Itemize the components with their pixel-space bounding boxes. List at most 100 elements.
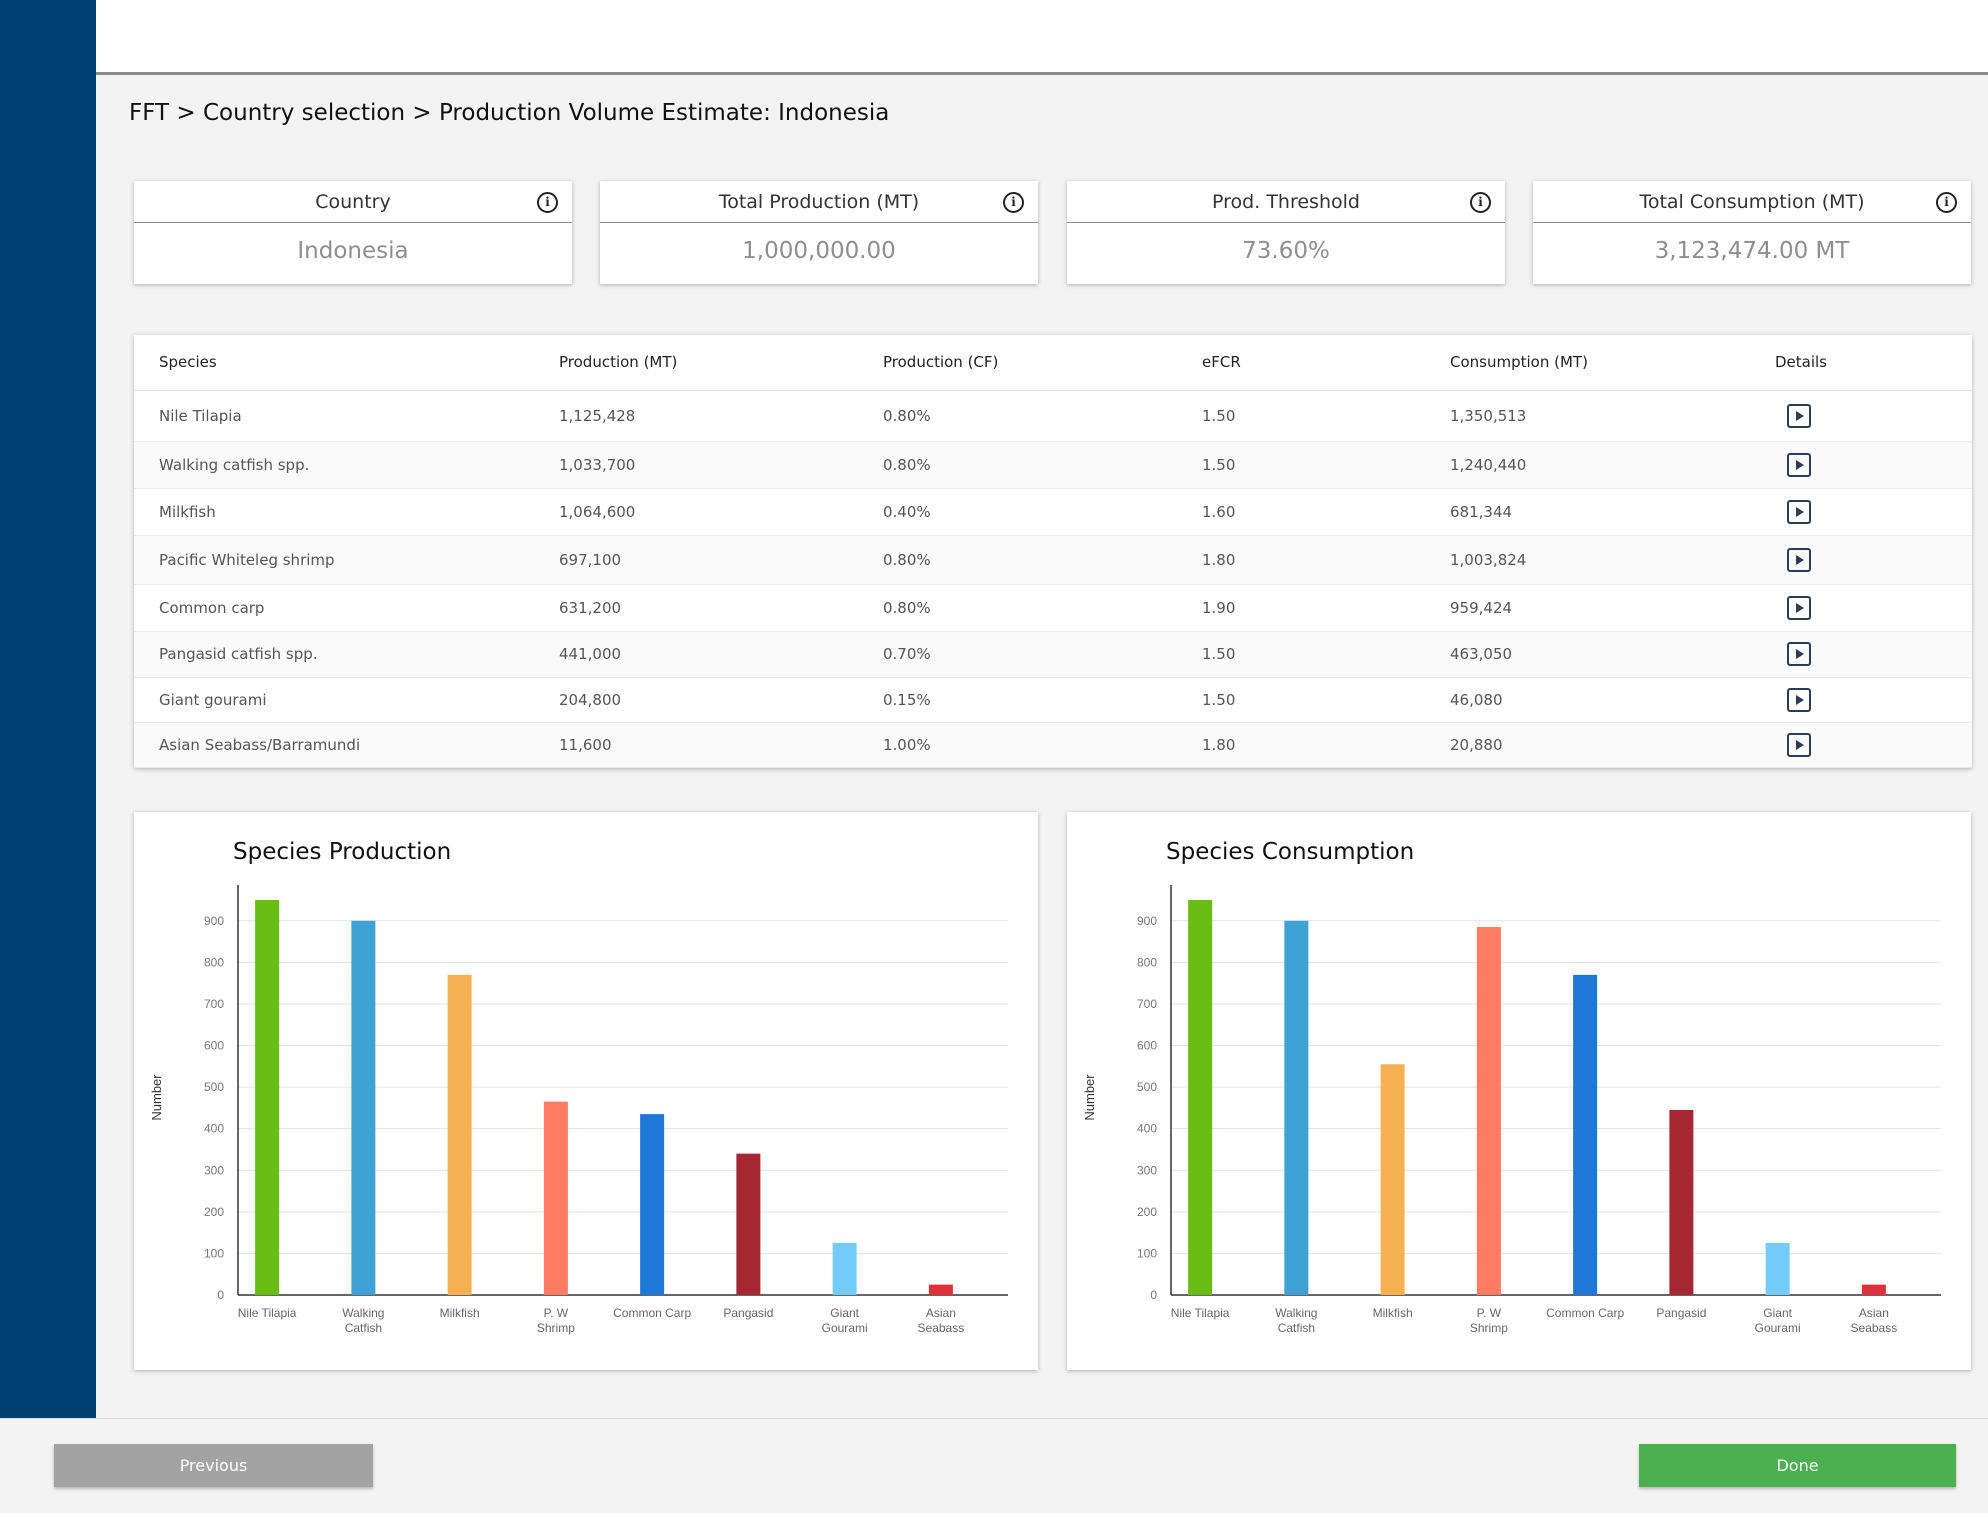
bar[interactable] bbox=[832, 1243, 857, 1295]
cell-production: 204,800 bbox=[534, 677, 858, 723]
table-row: Pacific Whiteleg shrimp 697,100 0.80% 1.80 1… bbox=[134, 535, 1972, 585]
sidebar bbox=[0, 0, 96, 1418]
bar[interactable] bbox=[1284, 920, 1309, 1295]
x-tick-label: Pangasid bbox=[1656, 1306, 1706, 1320]
cell-species: Common carp bbox=[134, 584, 534, 632]
cell-efcr: 1.60 bbox=[1177, 488, 1425, 536]
x-tick-label: Common Carp bbox=[613, 1306, 691, 1320]
bar[interactable] bbox=[1669, 1109, 1694, 1295]
x-tick-label: Catfish bbox=[345, 1321, 382, 1335]
kpi-header: Total Consumption (MT) i bbox=[1533, 181, 1971, 223]
y-axis-label: Number bbox=[149, 1074, 164, 1121]
x-tick-label: P. W bbox=[1477, 1306, 1502, 1320]
info-icon[interactable]: i bbox=[537, 192, 558, 213]
table-row: Nile Tilapia 1,125,428 0.80% 1.50 1,350,513 bbox=[134, 390, 1972, 442]
table-row: Common carp 631,200 0.80% 1.90 959,424 bbox=[134, 584, 1972, 632]
kpi-header: Country i bbox=[134, 181, 572, 223]
x-tick-label: Shrimp bbox=[537, 1321, 575, 1335]
cell-consumption: 1,003,824 bbox=[1425, 535, 1750, 585]
play-details-icon[interactable] bbox=[1787, 732, 1811, 757]
y-tick-label: 900 bbox=[1137, 914, 1157, 928]
species-consumption-chart-card: Species Consumption 0 100 200 300 400 500 600 7… bbox=[1067, 812, 1971, 1370]
cell-details bbox=[1750, 677, 1972, 723]
bar[interactable] bbox=[1476, 927, 1501, 1295]
kpi-label: Total Production (MT) bbox=[718, 191, 920, 213]
play-details-icon[interactable] bbox=[1787, 499, 1811, 524]
cell-efcr: 1.90 bbox=[1177, 584, 1425, 632]
cell-species: Nile Tilapia bbox=[134, 390, 534, 442]
x-tick-label: Milkfish bbox=[1373, 1306, 1413, 1320]
kpi-value: 3,123,474.00 MT bbox=[1654, 238, 1850, 264]
cell-details bbox=[1750, 390, 1972, 442]
x-tick-label: Nile Tilapia bbox=[1171, 1306, 1230, 1320]
play-details-icon[interactable] bbox=[1787, 687, 1811, 712]
info-icon[interactable]: i bbox=[1936, 192, 1957, 213]
x-tick-label: Pangasid bbox=[723, 1306, 773, 1320]
cell-species: Giant gourami bbox=[134, 677, 534, 723]
cell-consumption: 20,880 bbox=[1425, 722, 1750, 768]
bar[interactable] bbox=[736, 1153, 761, 1295]
play-details-icon[interactable] bbox=[1787, 547, 1811, 572]
bar[interactable] bbox=[543, 1101, 568, 1295]
cell-consumption: 46,080 bbox=[1425, 677, 1750, 723]
kpi-card-total-production: Total Production (MT) i 1,000,000.00 bbox=[600, 181, 1038, 284]
y-tick-label: 200 bbox=[1137, 1205, 1157, 1219]
bar[interactable] bbox=[1861, 1284, 1886, 1295]
cell-species: Walking catfish spp. bbox=[134, 441, 534, 489]
cell-efcr: 1.50 bbox=[1177, 677, 1425, 723]
cell-species: Pacific Whiteleg shrimp bbox=[134, 535, 534, 585]
cell-species: Milkfish bbox=[134, 488, 534, 536]
cell-production: 631,200 bbox=[534, 584, 858, 632]
x-tick-label: Common Carp bbox=[1546, 1306, 1624, 1320]
y-tick-label: 700 bbox=[204, 997, 224, 1011]
cell-production: 11,600 bbox=[534, 722, 858, 768]
y-tick-label: 800 bbox=[1137, 955, 1157, 969]
bar[interactable] bbox=[1573, 974, 1598, 1295]
done-button[interactable]: Done bbox=[1639, 1444, 1956, 1487]
bar[interactable] bbox=[1380, 1064, 1405, 1295]
table-row: Asian Seabass/Barramundi 11,600 1.00% 1.80 2… bbox=[134, 722, 1972, 768]
kpi-label: Prod. Threshold bbox=[1212, 191, 1360, 213]
kpi-card-country: Country i Indonesia bbox=[134, 181, 572, 284]
species-table: Species Production (MT) Production (CF) … bbox=[134, 335, 1972, 768]
species-production-chart: 0 100 200 300 400 500 600 700 800 900 Number Nile T… bbox=[149, 885, 1008, 1335]
bar[interactable] bbox=[1765, 1243, 1790, 1295]
species-consumption-chart: 0 100 200 300 400 500 600 700 800 900 Number Nile T… bbox=[1082, 885, 1941, 1335]
table-row: Milkfish 1,064,600 0.40% 1.60 681,344 bbox=[134, 488, 1972, 536]
cell-cf: 1.00% bbox=[858, 722, 1177, 768]
cell-cf: 0.80% bbox=[858, 535, 1177, 585]
y-tick-label: 300 bbox=[204, 1163, 224, 1177]
bar[interactable] bbox=[640, 1114, 665, 1295]
cell-cf: 0.40% bbox=[858, 488, 1177, 536]
bar[interactable] bbox=[351, 920, 376, 1295]
play-details-icon[interactable] bbox=[1787, 452, 1811, 477]
header-species: Species bbox=[134, 335, 534, 391]
cell-details bbox=[1750, 441, 1972, 489]
y-tick-label: 0 bbox=[1150, 1288, 1157, 1302]
bar[interactable] bbox=[255, 900, 280, 1295]
cell-production: 1,125,428 bbox=[534, 390, 858, 442]
bar[interactable] bbox=[447, 974, 472, 1295]
info-icon[interactable]: i bbox=[1470, 192, 1491, 213]
x-tick-label: Walking bbox=[342, 1306, 384, 1320]
y-tick-label: 600 bbox=[204, 1039, 224, 1053]
kpi-value: Indonesia bbox=[297, 238, 409, 264]
kpi-header: Total Production (MT) i bbox=[600, 181, 1038, 223]
cell-consumption: 681,344 bbox=[1425, 488, 1750, 536]
y-tick-label: 500 bbox=[204, 1080, 224, 1094]
cell-production: 697,100 bbox=[534, 535, 858, 585]
play-details-icon[interactable] bbox=[1787, 642, 1811, 666]
bar[interactable] bbox=[928, 1284, 953, 1295]
header-efcr: eFCR bbox=[1177, 335, 1425, 391]
bar[interactable] bbox=[1188, 900, 1213, 1295]
play-details-icon[interactable] bbox=[1787, 595, 1811, 620]
play-details-icon[interactable] bbox=[1787, 403, 1811, 428]
kpi-value: 73.60% bbox=[1242, 238, 1330, 264]
y-tick-label: 600 bbox=[1137, 1039, 1157, 1053]
kpi-label: Country bbox=[315, 191, 391, 213]
cell-details bbox=[1750, 631, 1972, 678]
header-consumption: Consumption (MT) bbox=[1425, 335, 1750, 391]
previous-button[interactable]: Previous bbox=[54, 1444, 373, 1487]
cell-consumption: 1,350,513 bbox=[1425, 390, 1750, 442]
info-icon[interactable]: i bbox=[1003, 192, 1024, 213]
